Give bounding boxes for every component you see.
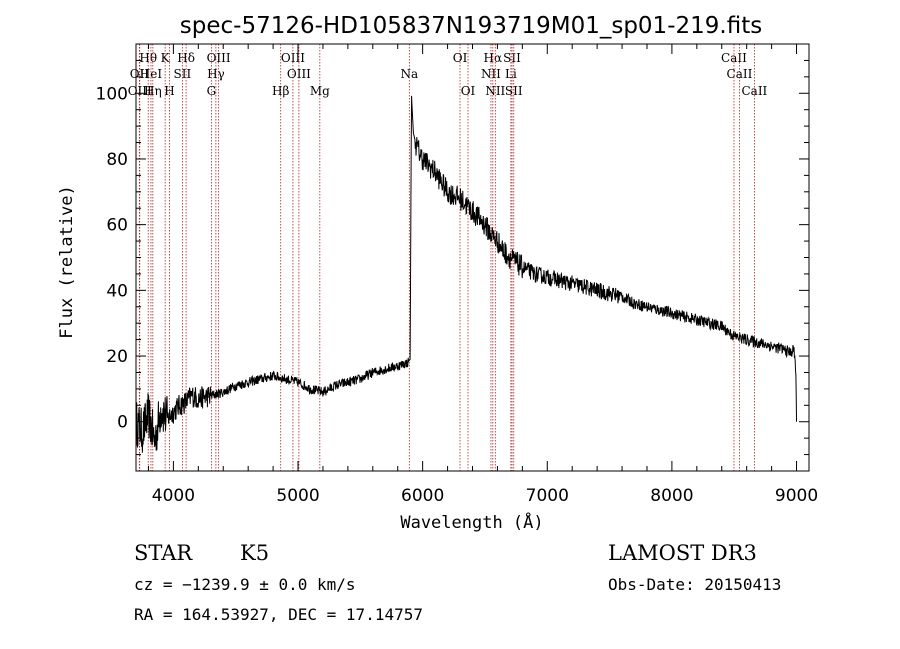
spectral-line-label: Li [505, 67, 517, 81]
spectral-line-label: G [207, 84, 217, 98]
spectral-line-label: SII [503, 51, 521, 65]
y-tick-label: 0 [117, 413, 128, 433]
flux-series-line [135, 95, 797, 453]
spectral-line-label: K [161, 51, 171, 65]
spectral-line-label: H [164, 84, 174, 98]
x-tick-label: 9000 [775, 486, 818, 506]
y-tick-label: 20 [106, 347, 128, 367]
y-axis-label: Flux (relative) [57, 185, 77, 339]
y-tick-label: 60 [106, 216, 128, 236]
x-tick-label: 6000 [401, 486, 444, 506]
redshift-velocity: cz = −1239.9 ± 0.0 km/s [134, 575, 356, 594]
object-subclass: K5 [240, 541, 269, 565]
spectral-line-label: NII [481, 67, 501, 81]
observation-date: Obs-Date: 20150413 [608, 575, 781, 594]
spectral-line-label: Mg [310, 84, 330, 98]
spectral-line-label: OI [461, 84, 476, 98]
axis-ticks: 4000 5000 6000 7000 8000 9000 0 20 40 60 80 100 [96, 44, 818, 506]
spectral-line-label: Hγ [207, 67, 225, 81]
spectral-line-label: Hη [144, 84, 162, 98]
spectral-line-label: SII [174, 67, 192, 81]
spectral-line-label: SII [505, 84, 523, 98]
spectral-line-label: OIII [128, 84, 152, 98]
spectral-line-label: OIII [207, 51, 231, 65]
spectral-line-label: Hα [484, 51, 503, 65]
ra-dec-coordinates: RA = 164.53927, DEC = 17.14757 [134, 605, 423, 624]
spectral-line-label: NII [485, 84, 505, 98]
spectral-line-label: Hβ [272, 84, 289, 98]
x-tick-label: 5000 [276, 486, 319, 506]
spectral-line-label: CaII [741, 84, 767, 98]
survey-name: LAMOST DR3 [608, 541, 757, 565]
x-axis-label: Wavelength (Å) [400, 511, 543, 533]
y-tick-label: 80 [106, 150, 128, 170]
x-tick-label: 7000 [526, 486, 569, 506]
y-tick-label: 100 [96, 84, 128, 104]
y-tick-label: 40 [106, 281, 128, 301]
chart-title: spec-57126-HD105837N193719M01_sp01-219.f… [180, 13, 762, 39]
spectral-line-label: CaII [721, 51, 747, 65]
object-class: STAR [134, 541, 193, 565]
spectral-line-label: OIII [281, 51, 305, 65]
spectral-line-label: Hδ [177, 51, 195, 65]
spectral-line-label: CaII [727, 67, 753, 81]
spectral-line-label: HeI [140, 67, 163, 81]
spectral-line-label: Na [400, 67, 418, 81]
plot-frame [135, 43, 810, 472]
spectral-line-label: Hθ [139, 51, 157, 65]
x-tick-label: 4000 [152, 486, 195, 506]
x-tick-label: 8000 [650, 486, 693, 506]
spectral-line-label: OI [453, 51, 468, 65]
spectral-line-label: OIII [287, 67, 311, 81]
